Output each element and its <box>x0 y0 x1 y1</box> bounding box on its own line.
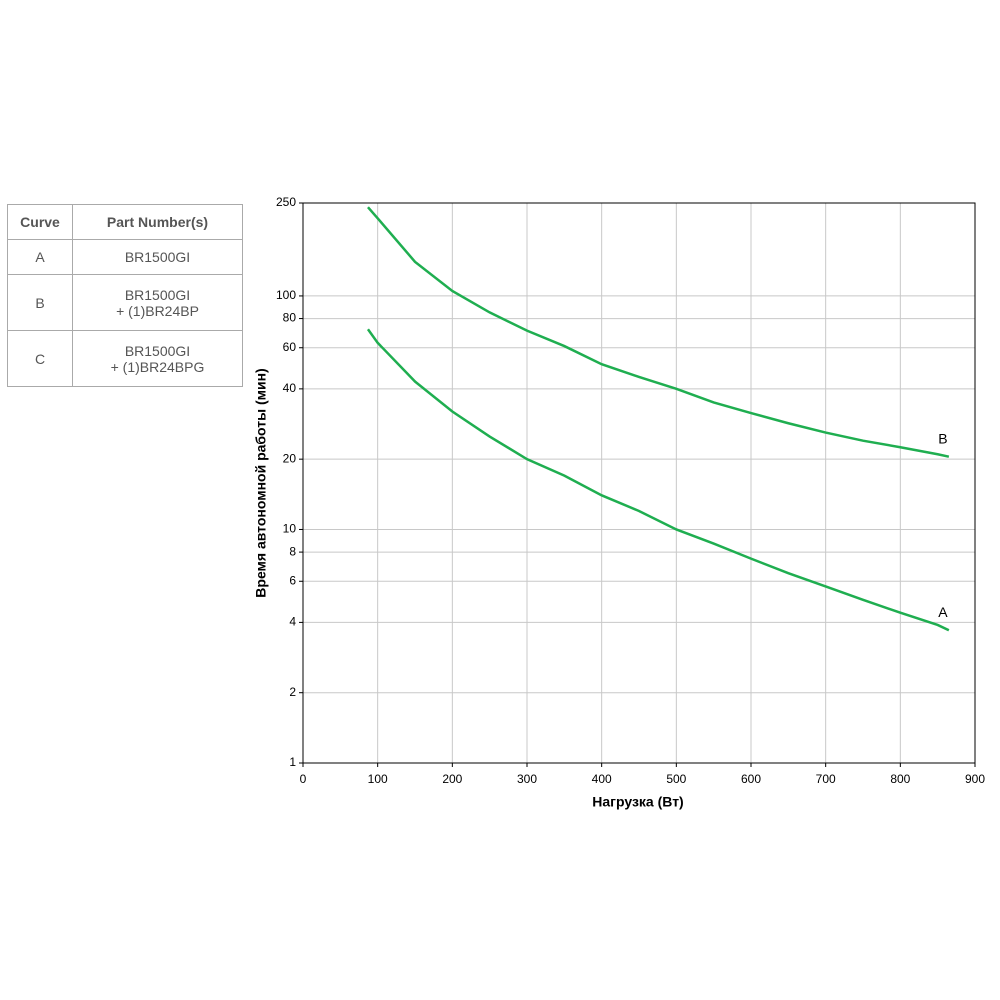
series-line <box>367 206 950 458</box>
cell: C <box>7 330 73 387</box>
y-tick-label: 4 <box>289 615 296 629</box>
x-tick-label: 400 <box>592 772 612 786</box>
series-label: A <box>938 604 948 620</box>
y-tick-label: 1 <box>289 755 296 769</box>
x-tick-label: 500 <box>666 772 686 786</box>
series-line <box>366 328 950 632</box>
parts-table: Curve Part Number(s) A BR1500GI B BR1500… <box>7 204 243 387</box>
y-tick-label: 60 <box>283 340 297 354</box>
x-tick-label: 200 <box>442 772 462 786</box>
x-tick-label: 700 <box>816 772 836 786</box>
plot-frame <box>302 202 976 764</box>
cell-line: + (1)BR24BP <box>116 302 199 319</box>
x-tick-label: 300 <box>517 772 537 786</box>
cell: BR1500GI + (1)BR24BPG <box>72 330 243 387</box>
header-cell: Curve <box>7 204 73 240</box>
x-tick-label: 600 <box>741 772 761 786</box>
x-axis-title: Нагрузка (Вт) <box>592 794 683 810</box>
row: C BR1500GI + (1)BR24BPG <box>7 330 243 387</box>
y-tick-label: 2 <box>289 685 296 699</box>
cell-line: + (1)BR24BPG <box>110 358 205 375</box>
x-tick-label: 100 <box>368 772 388 786</box>
header-row: Curve Part Number(s) <box>7 204 243 240</box>
y-tick-label: 40 <box>283 381 297 395</box>
cell: B <box>7 274 73 331</box>
y-tick-label: 6 <box>289 573 296 587</box>
x-tick-label: 800 <box>890 772 910 786</box>
cell-line: BR1500GI <box>124 342 191 359</box>
y-tick-label: 100 <box>276 288 296 302</box>
y-axis-title: Время автономной работы (мин) <box>253 368 269 597</box>
y-tick-label: 8 <box>289 544 296 558</box>
header-cell: Part Number(s) <box>72 204 243 240</box>
series-label: B <box>938 430 947 446</box>
y-tick-label: 10 <box>283 522 297 536</box>
y-tick-label: 20 <box>283 451 297 465</box>
y-tick-label: 250 <box>276 195 296 209</box>
cell: BR1500GI + (1)BR24BP <box>72 274 243 331</box>
y-tick-label: 80 <box>283 311 297 325</box>
cell-line: BR1500GI <box>124 286 191 303</box>
x-tick-label: 900 <box>965 772 985 786</box>
x-tick-label: 0 <box>300 772 307 786</box>
cell-line: BR1500GI <box>124 249 191 265</box>
row: B BR1500GI + (1)BR24BP <box>7 274 243 331</box>
